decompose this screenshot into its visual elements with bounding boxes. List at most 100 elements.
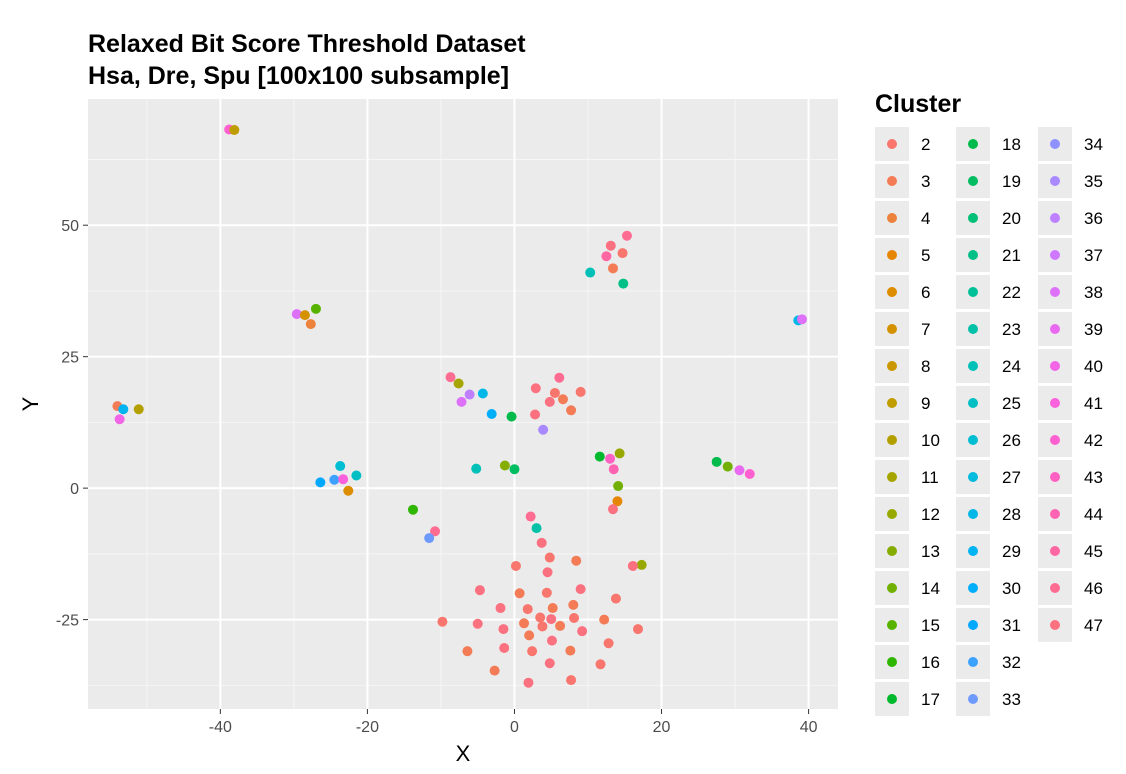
x-tick-label: 20 [653,719,671,736]
data-point [608,263,618,274]
data-point [617,248,628,259]
legend-key [1038,201,1072,235]
legend-key [1038,275,1072,309]
grid-major [88,99,838,709]
legend-swatch [968,694,978,704]
legend-key [875,423,909,457]
legend-swatch [887,250,897,260]
legend-key [956,201,990,235]
data-point [477,388,488,399]
legend-item: 29 [956,534,1036,571]
data-point [603,638,614,649]
legend-item: 24 [956,349,1036,386]
legend-swatch [1050,250,1060,260]
legend-item: 34 [1038,127,1118,164]
legend-item: 44 [1038,497,1118,534]
legend-swatch [887,620,897,630]
data-point [621,230,632,241]
legend-item: 6 [875,275,955,312]
legend-key [875,386,909,420]
legend-label: 37 [1084,246,1103,265]
x-axis-label: X [456,741,471,766]
legend-item: 7 [875,312,955,349]
legend-item: 5 [875,238,955,275]
legend-item: 39 [1038,312,1118,349]
legend-key [875,571,909,605]
legend-label: 24 [1002,357,1021,376]
data-point [531,523,542,534]
legend-swatch [1050,472,1060,482]
legend-item: 41 [1038,386,1118,423]
legend-swatch [1050,583,1060,593]
legend-label: 19 [1002,172,1021,191]
x-tick-label: -20 [356,719,379,736]
legend-item: 38 [1038,275,1118,312]
legend-key [956,423,990,457]
legend-label: 40 [1084,357,1103,376]
data-point [229,125,240,136]
data-point [558,394,568,405]
legend-item: 3 [875,164,955,201]
data-point [605,453,616,464]
legend-item: 37 [1038,238,1118,275]
legend-label: 23 [1002,320,1021,339]
data-point [118,404,129,415]
legend-label: 28 [1002,505,1021,524]
data-point [711,456,722,467]
legend-swatch [968,472,978,482]
legend-swatch [968,324,978,334]
data-point [575,386,586,397]
data-point [601,251,612,262]
data-point [462,646,473,657]
legend-key [875,275,909,309]
y-tick-label: 25 [61,350,79,367]
legend-label: 46 [1084,579,1103,598]
data-point [568,599,579,610]
legend-swatch [1050,398,1060,408]
y-tick-label: 0 [70,481,79,498]
legend-swatch [887,583,897,593]
data-point [535,612,546,623]
legend-label: 21 [1002,246,1021,265]
data-point [546,635,557,646]
legend-label: 32 [1002,653,1021,672]
legend-key [875,164,909,198]
legend-swatch [1050,324,1060,334]
y-axis-label: Y [18,396,43,411]
legend-key [956,608,990,642]
legend-item: 26 [956,423,1036,460]
legend-key [875,682,909,716]
legend-swatch [968,176,978,186]
data-point [636,559,647,570]
data-point [424,533,435,544]
legend-swatch [968,139,978,149]
legend-item: 30 [956,571,1036,608]
data-point [554,372,565,383]
legend-label: 2 [921,135,931,154]
data-point [722,461,733,472]
legend-key [1038,164,1072,198]
legend-key [875,460,909,494]
legend-item: 12 [875,497,955,534]
legend-item: 25 [956,386,1036,423]
data-point [338,474,349,485]
data-point [499,460,510,471]
legend-label: 33 [1002,690,1021,709]
legend-key [1038,238,1072,272]
legend-key [956,682,990,716]
legend-label: 42 [1084,431,1103,450]
y-axis-ticks: -25 0 25 50 [56,218,88,630]
legend-label: 8 [921,357,931,376]
legend-swatch [1050,620,1060,630]
data-point [594,451,605,462]
legend-item: 4 [875,201,955,238]
legend-label: 47 [1084,616,1103,635]
legend-key [956,164,990,198]
legend-swatch [887,657,897,667]
data-point [575,584,586,595]
legend-item: 28 [956,497,1036,534]
x-tick-label: 0 [510,719,519,736]
legend-label: 6 [921,283,931,302]
y-tick-label: 50 [61,218,79,235]
legend-swatch [887,472,897,482]
